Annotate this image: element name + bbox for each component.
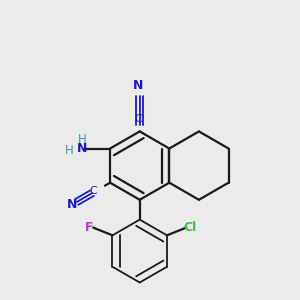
Text: C: C bbox=[134, 114, 142, 124]
Text: Cl: Cl bbox=[183, 221, 196, 234]
Text: F: F bbox=[85, 221, 93, 234]
Text: H: H bbox=[65, 143, 74, 157]
Text: N: N bbox=[133, 79, 143, 92]
Text: C: C bbox=[90, 186, 98, 196]
Text: N: N bbox=[67, 199, 77, 212]
Text: N: N bbox=[77, 142, 87, 155]
Text: H: H bbox=[77, 133, 86, 146]
